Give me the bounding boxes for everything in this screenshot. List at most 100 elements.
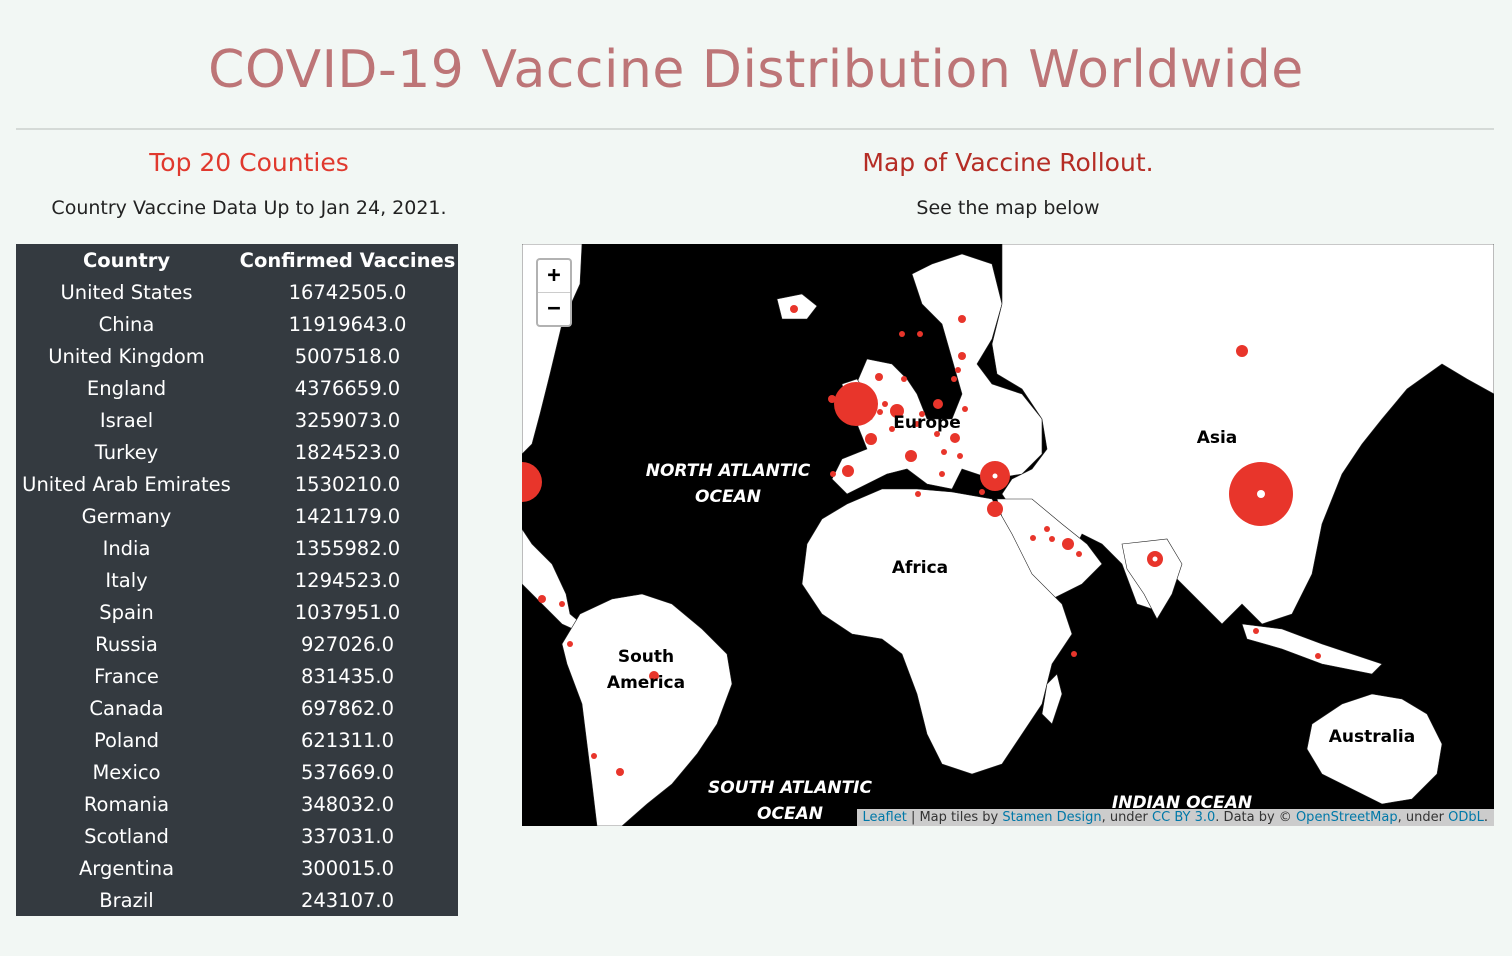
marker-united-states [522,462,542,502]
country-cell: Israel [99,408,154,432]
marker-spain [842,465,854,477]
label-asia: Asia [1196,428,1238,448]
table-row: Russia 927026.0 [16,628,458,660]
marker-ireland [828,395,836,403]
country-cell: India [102,536,151,560]
table-row: Turkey 1824523.0 [16,436,458,468]
marker-portugal [830,471,836,477]
marker-denmark [901,376,907,382]
ccby-link[interactable]: CC BY 3.0 [1152,810,1216,825]
table-row: United Arab Emirates 1530210.0 [16,468,458,500]
marker-saudi [1030,535,1036,541]
vaccine-table: Country Confirmed Vaccines United States… [16,244,458,916]
marker-finland [958,315,966,323]
country-cell: France [94,664,159,688]
country-cell: Argentina [78,856,175,880]
table-row: United States 16742505.0 [16,276,458,308]
land-india [1121,538,1183,620]
attribution-text-5: . [1483,810,1488,825]
country-cell: Turkey [94,440,159,464]
table-row: Canada 697862.0 [16,692,458,724]
marker-germany [890,404,904,418]
vaccine-cell: 300015.0 [300,856,395,880]
vaccine-cell: 1294523.0 [294,568,401,592]
table-row: Romania 348032.0 [16,788,458,820]
marker-malta [915,491,921,497]
marker-scotland [875,373,883,381]
zoom-in-button[interactable]: + [538,260,570,293]
marker-uae [1062,538,1074,550]
table-row: Mexico 537669.0 [16,756,458,788]
marker-czechia [919,411,925,417]
country-cell: Romania [83,792,170,816]
vaccine-cell: 337031.0 [300,824,395,848]
marker-costa-rica [559,601,565,607]
table-row: United Kingdom 5007518.0 [16,340,458,372]
marker-india-center [1152,556,1158,562]
divider [16,128,1494,130]
vaccine-cell: 621311.0 [300,728,395,752]
vaccine-cell: 1421179.0 [294,504,401,528]
vaccine-cell: 927026.0 [300,632,395,656]
marker-seychelles [1071,651,1077,657]
marker-bulgaria [957,453,963,459]
leaflet-link[interactable]: Leaflet [862,810,907,825]
osm-link[interactable]: OpenStreetMap [1295,810,1398,825]
vaccine-cell: 1824523.0 [294,440,401,464]
marker-turkey-center [992,473,998,479]
marker-switzerland [889,426,895,432]
map-canvas[interactable] [522,244,1494,826]
table-heading: Top 20 Counties [149,148,349,177]
table-row: England 4376659.0 [16,372,458,404]
marker-romania [950,433,960,443]
label-africa: Africa [891,558,949,578]
country-cell: Russia [95,632,158,656]
country-cell: England [86,376,167,400]
label-europe: Europe [893,413,961,433]
marker-belgium [877,409,883,415]
table-header-row: Country Confirmed Vaccines [16,244,458,276]
vaccine-markers[interactable] [522,305,1321,776]
table-subheading: Country Vaccine Data Up to Jan 24, 2021. [51,197,447,219]
marker-sweden [917,331,923,337]
table-row: China 11919643.0 [16,308,458,340]
attribution-text-1: | Map tiles by [906,810,1003,825]
vaccine-cell: 4376659.0 [294,376,401,400]
marker-netherlands [882,401,888,407]
marker-russia [1236,345,1248,357]
zoom-out-button[interactable]: − [547,296,561,321]
vaccine-cell: 3259073.0 [294,408,401,432]
marker-cyprus [979,489,985,495]
marker-mexico [538,595,546,603]
country-cell: Scotland [84,824,169,848]
land-africa [801,488,1073,775]
marker-indonesia [1315,653,1321,659]
marker-lithuania [951,376,957,382]
land-madagascar [1041,673,1063,725]
label-south-atlantic-line1: SOUTH ATLANTIC [708,778,872,798]
marker-kuwait [1044,526,1050,532]
marker-greece [939,471,945,477]
country-cell: China [98,312,155,336]
country-cell: Poland [93,728,160,752]
label-north-atlantic-line1: NORTH ATLANTIC [645,461,811,481]
table-row: France 831435.0 [16,660,458,692]
label-indian-ocean: INDIAN OCEAN [1111,793,1253,813]
map-heading: Map of Vaccine Rollout. [862,148,1154,177]
table-row: Italy 1294523.0 [16,564,458,596]
land-indonesia [1241,623,1383,675]
column-header-country: Country [82,248,171,272]
attribution-text-3: . Data by © [1215,810,1296,825]
label-south-america: South America [596,644,696,696]
vaccine-cell: 5007518.0 [294,344,401,368]
table-row: Argentina 300015.0 [16,852,458,884]
stamen-link[interactable]: Stamen Design [1002,810,1102,825]
marker-ukraine [962,406,968,412]
land-australia [1306,693,1443,805]
odbl-link[interactable]: ODbL [1448,810,1484,825]
vaccine-map[interactable]: NORTH ATLANTIC OCEAN SOUTH ATLANTIC OCEA… [522,244,1494,826]
country-cell: Brazil [99,888,154,912]
country-cell: Spain [99,600,154,624]
marker-austria [914,421,920,427]
page-title: COVID-19 Vaccine Distribution Worldwide [208,40,1304,100]
